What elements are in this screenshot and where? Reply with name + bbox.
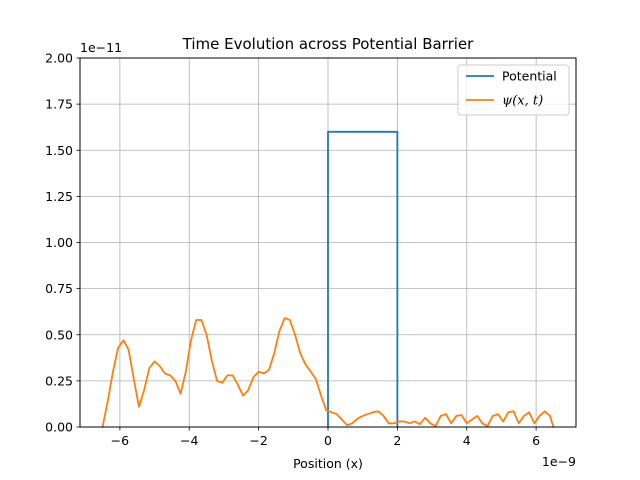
y-axis-ticks: 0.00 0.25 0.50 0.75 1.00 1.25 1.50 1.75 2.00 (45, 51, 80, 435)
x-tick-label: 6 (532, 433, 540, 448)
y-tick-label: 0.00 (45, 420, 73, 435)
x-axis-ticks: −6 −4 −2 0 2 4 6 (111, 427, 540, 448)
x-tick-label: −2 (249, 433, 267, 448)
legend: Potential ψ(x, t) (457, 64, 570, 116)
series-line-psi (101, 317, 555, 428)
legend-label-potential: Potential (502, 69, 557, 84)
x-tick-label: 2 (393, 433, 401, 448)
y-tick-label: 1.00 (45, 235, 73, 250)
series-line-potential (327, 130, 399, 428)
y-tick-label: 0.25 (45, 373, 73, 388)
legend-box (457, 64, 570, 116)
plot-series (101, 130, 555, 428)
y-tick-label: 2.00 (45, 51, 73, 66)
legend-label-psi: ψ(x, t) (502, 94, 543, 109)
y-tick-label: 1.25 (45, 189, 73, 204)
y-tick-label: 0.75 (45, 281, 73, 296)
y-tick-label: 1.75 (45, 97, 73, 112)
y-offset-text: 1e−11 (80, 40, 122, 55)
y-tick-label: 0.50 (45, 327, 73, 342)
x-tick-label: −6 (111, 433, 129, 448)
y-tick-label: 1.50 (45, 143, 73, 158)
chart-title: Time Evolution across Potential Barrier (182, 35, 474, 53)
x-tick-label: 0 (324, 433, 332, 448)
x-tick-label: −4 (180, 433, 198, 448)
x-offset-text: 1e−9 (542, 454, 576, 469)
x-tick-label: 4 (463, 433, 471, 448)
x-axis-label: Position (x) (293, 456, 363, 471)
